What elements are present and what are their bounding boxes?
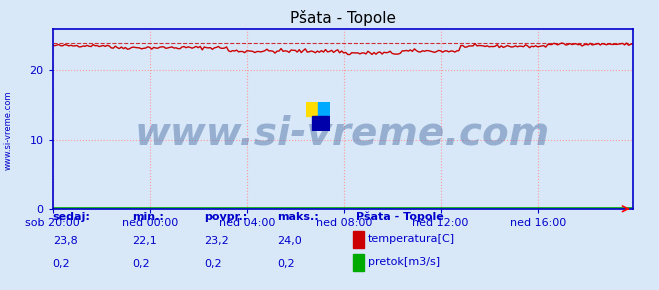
Text: 22,1: 22,1 — [132, 235, 157, 246]
Text: Pšata - Topole: Pšata - Topole — [356, 212, 444, 222]
Text: 23,2: 23,2 — [204, 235, 229, 246]
Text: maks.:: maks.: — [277, 212, 318, 222]
Text: www.si-vreme.com: www.si-vreme.com — [3, 91, 13, 170]
Text: min.:: min.: — [132, 212, 163, 222]
Title: Pšata - Topole: Pšata - Topole — [290, 10, 395, 26]
Text: 0,2: 0,2 — [204, 259, 222, 269]
Text: pretok[m3/s]: pretok[m3/s] — [368, 257, 440, 267]
Text: www.si-vreme.com: www.si-vreme.com — [135, 114, 550, 152]
Bar — [312, 116, 330, 130]
Text: 0,2: 0,2 — [132, 259, 150, 269]
Bar — [318, 102, 330, 116]
Text: 0,2: 0,2 — [53, 259, 71, 269]
Text: temperatura[C]: temperatura[C] — [368, 234, 455, 244]
Text: 23,8: 23,8 — [53, 235, 78, 246]
Bar — [306, 102, 318, 116]
Text: 0,2: 0,2 — [277, 259, 295, 269]
Text: 24,0: 24,0 — [277, 235, 302, 246]
Text: sedaj:: sedaj: — [53, 212, 90, 222]
Text: povpr.:: povpr.: — [204, 212, 248, 222]
